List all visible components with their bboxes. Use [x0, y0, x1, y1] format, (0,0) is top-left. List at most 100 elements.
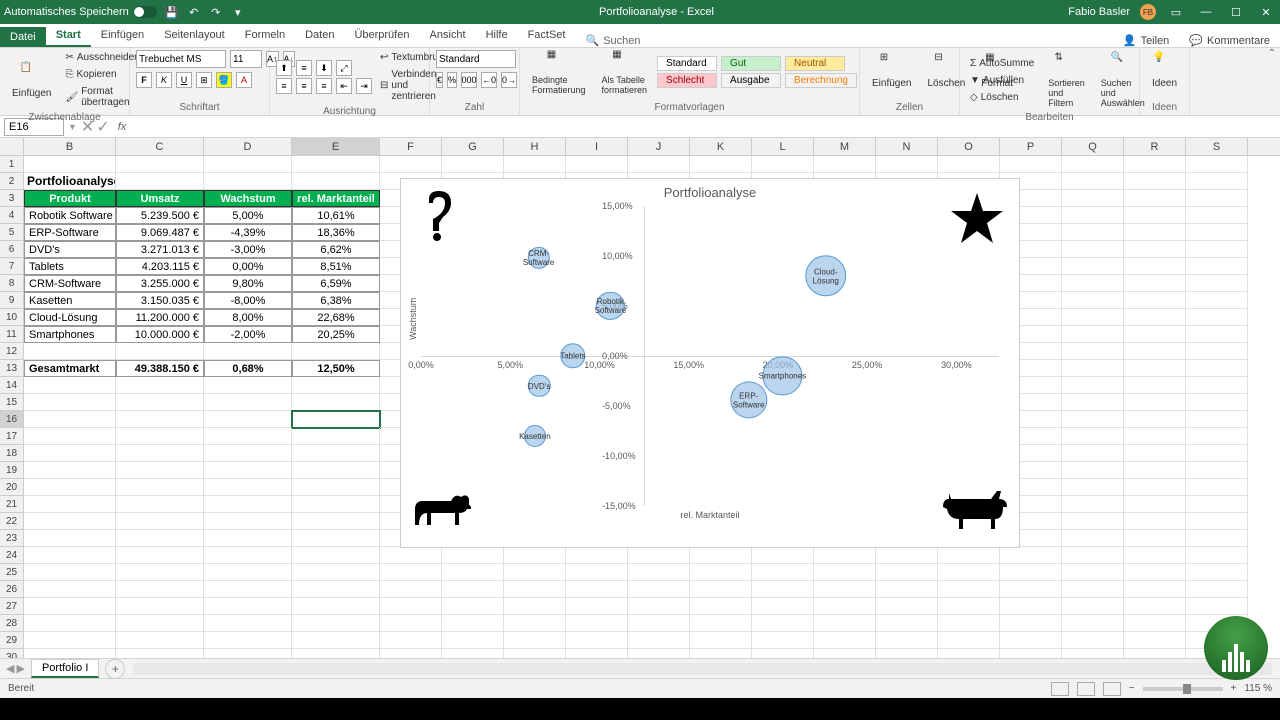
cell[interactable]: 0,68%	[204, 360, 292, 377]
cell[interactable]	[1124, 326, 1186, 343]
cell[interactable]	[1062, 258, 1124, 275]
tab-daten[interactable]: Daten	[295, 25, 344, 47]
cell[interactable]	[1186, 445, 1248, 462]
cell[interactable]	[504, 581, 566, 598]
view-normal-icon[interactable]	[1051, 682, 1069, 696]
cell[interactable]	[1124, 377, 1186, 394]
conditional-format-button[interactable]: ▦Bedingte Formatierung	[526, 47, 592, 97]
cell[interactable]	[1186, 496, 1248, 513]
cell[interactable]: CRM-Software	[24, 275, 116, 292]
cell[interactable]: 20,25%	[292, 326, 380, 343]
cell[interactable]: 18,36%	[292, 224, 380, 241]
cell[interactable]: 8,51%	[292, 258, 380, 275]
cell[interactable]	[1124, 445, 1186, 462]
clear-button[interactable]: ◇Löschen	[966, 90, 1038, 105]
cell[interactable]	[504, 615, 566, 632]
cell[interactable]	[938, 156, 1000, 173]
cell[interactable]	[292, 462, 380, 479]
cell[interactable]: Wachstum	[204, 190, 292, 207]
cell[interactable]: 0,00%	[204, 258, 292, 275]
collapse-ribbon-icon[interactable]: ⌃	[1268, 48, 1276, 59]
paste-button[interactable]: 📋 Einfügen	[6, 60, 57, 101]
indent-left-icon[interactable]: ⇤	[336, 78, 352, 94]
sheet-nav-next-icon[interactable]: ▶	[16, 662, 24, 675]
cell[interactable]	[1062, 309, 1124, 326]
cell[interactable]	[1186, 156, 1248, 173]
row-header[interactable]: 15	[0, 394, 24, 411]
cell[interactable]	[1062, 173, 1124, 190]
cell[interactable]	[24, 394, 116, 411]
cell[interactable]	[1062, 496, 1124, 513]
cell[interactable]	[1186, 530, 1248, 547]
cell[interactable]	[24, 513, 116, 530]
cell[interactable]	[1062, 462, 1124, 479]
cell[interactable]	[752, 649, 814, 658]
cell[interactable]	[628, 547, 690, 564]
cell[interactable]	[1000, 649, 1062, 658]
cell[interactable]: 22,68%	[292, 309, 380, 326]
cell[interactable]	[628, 156, 690, 173]
bubble[interactable]: Smartphones	[763, 356, 802, 395]
cell[interactable]	[116, 581, 204, 598]
cell[interactable]	[292, 615, 380, 632]
cell[interactable]	[1124, 428, 1186, 445]
cell[interactable]	[1124, 224, 1186, 241]
cell[interactable]	[1062, 632, 1124, 649]
cell[interactable]	[204, 394, 292, 411]
align-center-icon[interactable]: ≡	[296, 78, 312, 94]
cell[interactable]	[24, 156, 116, 173]
cell[interactable]	[1186, 326, 1248, 343]
cell[interactable]	[116, 411, 204, 428]
cell[interactable]	[292, 496, 380, 513]
underline-button[interactable]: U	[176, 72, 192, 88]
toggle-switch[interactable]	[133, 6, 157, 18]
cell[interactable]	[1124, 649, 1186, 658]
cell[interactable]: Umsatz	[116, 190, 204, 207]
cell[interactable]	[1062, 190, 1124, 207]
cell[interactable]	[380, 598, 442, 615]
cell[interactable]	[380, 615, 442, 632]
cell[interactable]	[1186, 513, 1248, 530]
cell[interactable]: -2,00%	[204, 326, 292, 343]
row-header[interactable]: 26	[0, 581, 24, 598]
cell[interactable]	[1000, 156, 1062, 173]
cell[interactable]	[1186, 598, 1248, 615]
cell[interactable]	[938, 547, 1000, 564]
cell[interactable]	[1124, 411, 1186, 428]
cell[interactable]	[24, 377, 116, 394]
cell[interactable]	[1124, 292, 1186, 309]
cell[interactable]	[380, 581, 442, 598]
row-header[interactable]: 18	[0, 445, 24, 462]
cell[interactable]	[204, 615, 292, 632]
horizontal-scrollbar[interactable]	[133, 663, 1272, 675]
cell[interactable]	[814, 598, 876, 615]
cell[interactable]	[1186, 173, 1248, 190]
cell[interactable]	[1124, 530, 1186, 547]
zoom-level[interactable]: 115 %	[1244, 683, 1272, 694]
cell[interactable]	[566, 632, 628, 649]
cell[interactable]	[938, 598, 1000, 615]
cell[interactable]	[628, 615, 690, 632]
cell[interactable]: Robotik Software	[24, 207, 116, 224]
cell[interactable]	[292, 598, 380, 615]
cell[interactable]	[1062, 411, 1124, 428]
cell[interactable]	[876, 156, 938, 173]
col-header[interactable]: C	[116, 138, 204, 155]
bubble[interactable]: Robotik Software	[596, 292, 624, 320]
cell[interactable]: Portfolioanalyse	[24, 173, 116, 190]
spreadsheet-grid[interactable]: BCDEFGHIJKLMNOPQRS 12Portfolioanalyse3Pr…	[0, 138, 1280, 658]
cell[interactable]	[24, 564, 116, 581]
cell[interactable]	[1186, 462, 1248, 479]
cell[interactable]	[292, 530, 380, 547]
cell[interactable]: 10.000.000 €	[116, 326, 204, 343]
align-bottom-icon[interactable]: ⬇	[316, 60, 332, 76]
cell[interactable]	[24, 479, 116, 496]
cell[interactable]	[1124, 190, 1186, 207]
cell[interactable]	[442, 547, 504, 564]
cell[interactable]	[1124, 547, 1186, 564]
row-header[interactable]: 5	[0, 224, 24, 241]
cell[interactable]	[566, 649, 628, 658]
align-left-icon[interactable]: ≡	[276, 78, 292, 94]
share-button[interactable]: 👤 Teilen	[1113, 34, 1179, 47]
ideas-button[interactable]: 💡Ideen	[1146, 50, 1183, 91]
